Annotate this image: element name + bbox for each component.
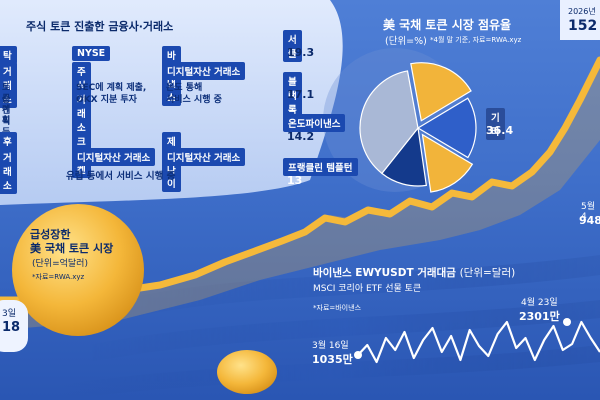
company-desc2: OKX 지분 투자 [76, 95, 137, 105]
share-legend-value: 17.1 [287, 88, 315, 101]
volume-start-marker [354, 351, 362, 359]
share-panel-unit: (단위=%) [385, 36, 427, 47]
volume-peak-value: 2301만 [519, 310, 560, 323]
share-legend-name: 프랭클린 템플턴 [283, 158, 358, 176]
market-left-value: 18 [2, 320, 21, 335]
market-left-date: 3일 [2, 309, 17, 319]
share-legend-name: 블랙록 [283, 72, 302, 118]
companies-panel-footer: 유럽 등에서 서비스 시행 중 [66, 171, 176, 182]
volume-peak-marker [563, 318, 571, 326]
market-coin [12, 204, 144, 336]
share-panel-note: *4월 말 기준, 자료=RWA.xyz [430, 36, 522, 44]
company-type: 디지털자산 거래소 [162, 62, 246, 80]
pie-slice-2 [421, 133, 474, 193]
company-desc: 온도 통해 [166, 83, 203, 93]
flag-stripes [60, 255, 600, 400]
top-value-panel-bg [560, 0, 600, 40]
company-type: 주식 거래소 [72, 62, 91, 136]
share-legend-value: 14.2 [287, 130, 315, 143]
share-legend-value: 19.3 [287, 46, 315, 59]
market-mid-date: 5월 4 [581, 202, 596, 222]
volume-unit: (단위=달러) [459, 267, 516, 279]
company-name: NYSE [72, 46, 111, 61]
market-source: *자료=RWA.xyz [32, 273, 85, 281]
bottom-coin [217, 350, 277, 394]
company-type: 디지털자산 거래소 [162, 148, 246, 166]
market-title-1: 급성장한 [30, 228, 71, 241]
volume-title: 바이낸스 EWYUSDT 거래대금 (단위=달러) [313, 265, 515, 280]
company-type: 거래소 [0, 148, 17, 194]
volume-peak-date: 4월 23일 [521, 298, 558, 308]
pie-slice-0 [410, 62, 472, 122]
share-panel-title: 美 국채 토큰 시장 점유율 [383, 18, 512, 32]
company-desc2: 서비스 시행 중 [166, 95, 222, 105]
volume-subtitle: MSCI 코리아 ETF 선물 토큰 [313, 284, 422, 294]
market-mid-value: 948 [579, 214, 600, 227]
volume-title-text: 바이낸스 EWYUSDT 거래대금 [313, 267, 456, 279]
share-legend-name: 서클 [283, 30, 302, 62]
pie-slice-1 [416, 97, 477, 159]
company-type: 거래소 [0, 62, 17, 108]
volume-series-line [357, 320, 600, 364]
company-desc: SEC에 계획 제출, [76, 83, 147, 93]
market-growth-polyline [0, 56, 600, 304]
volume-start-value: 1035만 [312, 353, 353, 366]
companies-panel-title: 주식 토큰 진출한 금융사·거래소 [26, 20, 174, 33]
volume-start-date: 3월 16일 [312, 341, 349, 351]
pie-slice-4 [359, 70, 419, 175]
left-value-pill [0, 300, 28, 352]
share-legend-name: 기타 [486, 108, 505, 140]
market-top-date: 2026년 [568, 7, 596, 16]
company-type: 디지털자산 거래소 [72, 148, 156, 166]
company-name: 탁 [0, 46, 17, 64]
share-legend-value: 13 [287, 174, 303, 187]
market-unit: (단위=억달러) [32, 259, 88, 269]
market-top-value: 152 [568, 18, 598, 34]
company-desc: 토큰 계획 [2, 83, 11, 126]
share-legend-name: 온도파이낸스 [283, 114, 346, 132]
market-title-2: 美 국채 토큰 시장 [30, 242, 114, 255]
share-legend-value: 36.4 [486, 124, 514, 137]
volume-source: *자료=바이낸스 [313, 304, 362, 312]
